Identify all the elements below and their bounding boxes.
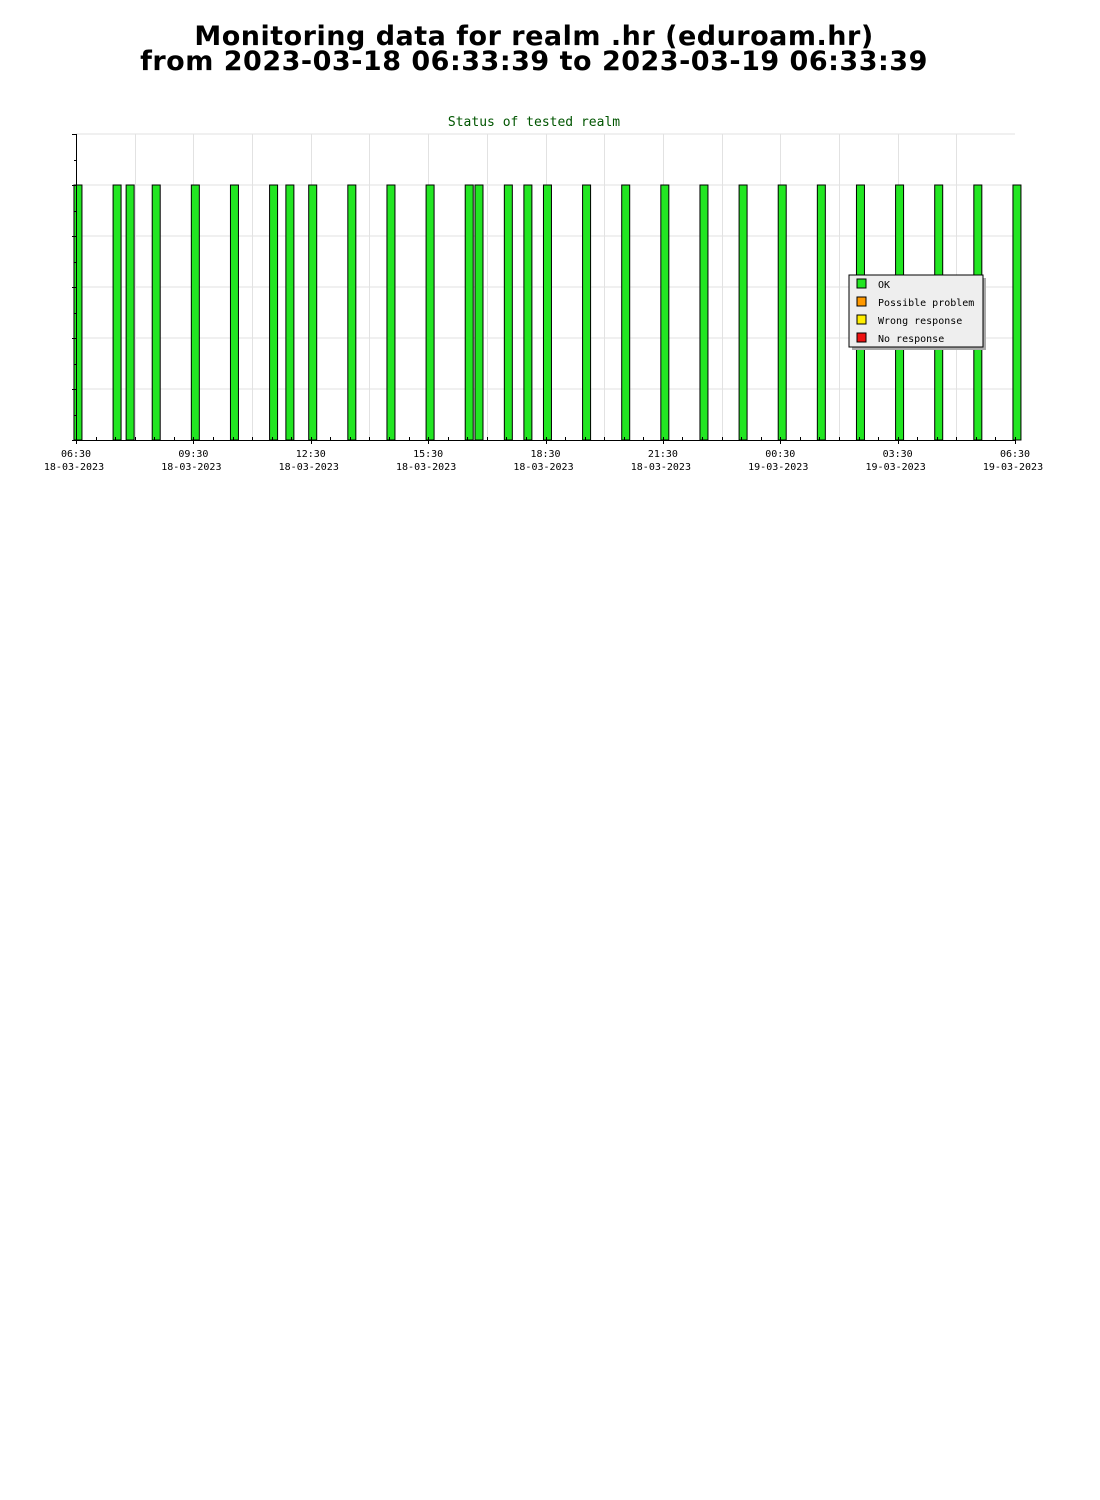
legend-swatch [856, 296, 867, 307]
x-tick-label-time: 15:30 [413, 449, 443, 460]
status-bar-ok [464, 184, 474, 441]
status-bar-ok [542, 184, 552, 441]
status-bar-ok [308, 184, 318, 441]
x-tick-label-time: 06:30 [1000, 449, 1030, 460]
status-bar-ok [777, 184, 787, 441]
status-bar-ok [285, 184, 295, 441]
x-tick-label-date: 18-03-2023 [513, 462, 573, 473]
chart-legend: OK Possible problem Wrong response No respo… [848, 274, 986, 350]
x-tick-label-date: 19-03-2023 [748, 462, 808, 473]
x-tick-label-time: 09:30 [178, 449, 208, 460]
page-title-line2: from 2023-03-18 06:33:39 to 2023-03-19 0… [140, 46, 928, 77]
x-tick-label-date: 18-03-2023 [44, 462, 104, 473]
status-bar-ok [125, 184, 135, 441]
chart-axes: 06:30 18-03-2023 09:30 18-03-2023 12:30 18-03… [44, 134, 1043, 473]
legend-label: No response [878, 334, 944, 345]
x-tick-label-date: 18-03-2023 [161, 462, 221, 473]
legend-swatch [856, 278, 867, 289]
x-tick-label-date: 18-03-2023 [631, 462, 691, 473]
status-bar-ok [190, 184, 200, 441]
status-bar-ok [738, 184, 748, 441]
x-tick-label-date: 18-03-2023 [396, 462, 456, 473]
status-bar-ok [347, 184, 357, 441]
status-bar-ok [269, 184, 279, 441]
status-bar-ok [229, 184, 239, 441]
status-bar-ok [582, 184, 592, 441]
x-tick-label-time: 06:30 [61, 449, 91, 460]
status-bar-ok [112, 184, 122, 441]
x-tick-label-time: 03:30 [883, 449, 913, 460]
x-tick-label-date: 19-03-2023 [983, 462, 1043, 473]
x-tick-label-time: 12:30 [296, 449, 326, 460]
status-bar-ok [816, 184, 826, 441]
page-title: Monitoring data for realm .hr (eduroam.h… [0, 21, 1068, 77]
status-bar-ok [73, 184, 83, 441]
status-bar-ok [621, 184, 631, 441]
status-bar-ok [503, 184, 513, 441]
legend-label: Possible problem [878, 298, 974, 309]
x-tick-label-time: 21:30 [648, 449, 678, 460]
status-bar-ok [151, 184, 161, 441]
status-bar-ok [386, 184, 396, 441]
page-title-line1: Monitoring data for realm .hr (eduroam.h… [194, 21, 874, 52]
legend-label: OK [878, 280, 890, 291]
legend-swatch [856, 314, 867, 325]
x-tick-label-time: 18:30 [530, 449, 560, 460]
status-bar-ok [474, 184, 484, 441]
status-bar-ok [523, 184, 533, 441]
status-bar-ok [699, 184, 709, 441]
legend-swatch [856, 332, 867, 343]
status-bar-ok [425, 184, 435, 441]
x-tick-label-date: 19-03-2023 [866, 462, 926, 473]
legend-label: Wrong response [878, 316, 962, 327]
x-tick-label-date: 18-03-2023 [279, 462, 339, 473]
status-bar-ok [660, 184, 670, 441]
status-chart: Status of tested realm 06:30 18-03-2023 09… [44, 115, 1043, 473]
x-tick-label-time: 00:30 [765, 449, 795, 460]
legend-box [848, 274, 984, 348]
status-bar-ok [1012, 184, 1022, 441]
chart-title: Status of tested realm [448, 115, 620, 130]
